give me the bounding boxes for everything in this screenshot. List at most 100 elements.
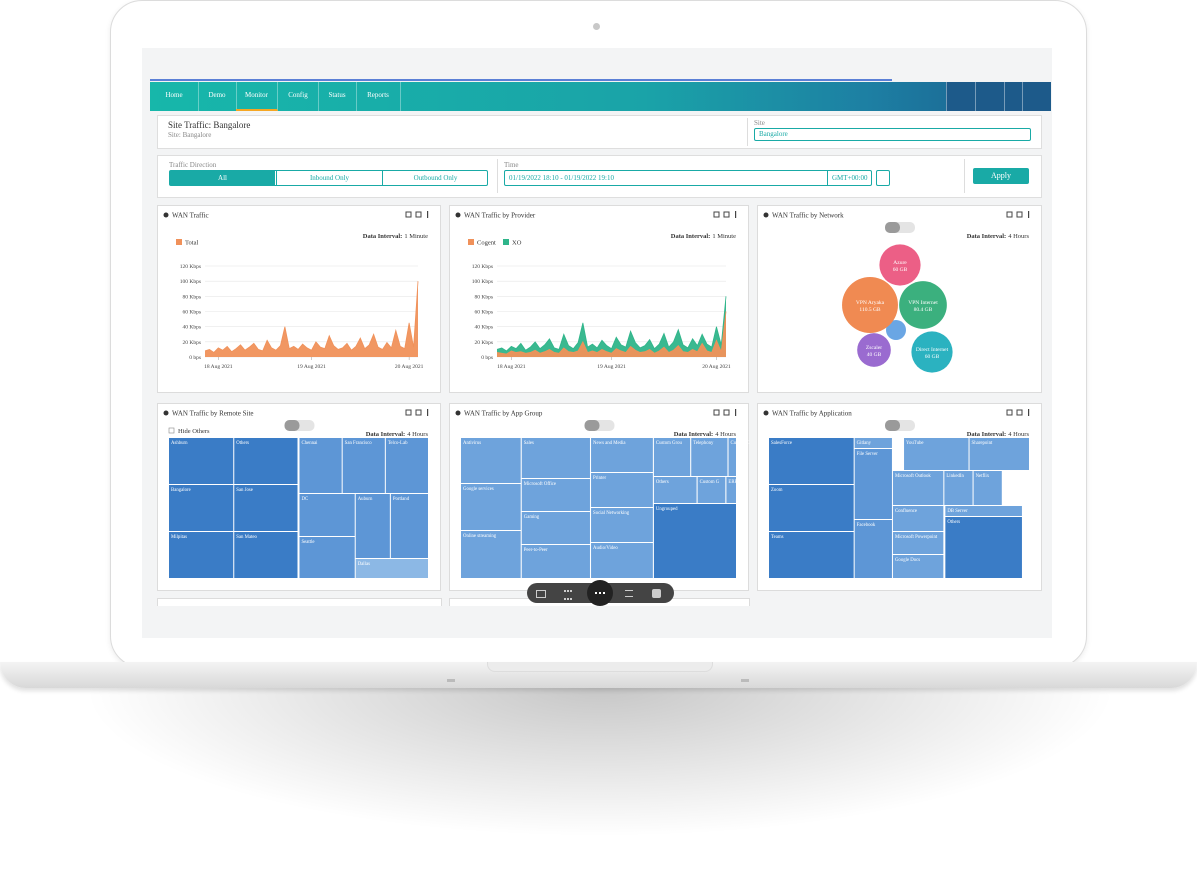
foot <box>447 679 455 682</box>
tile-label: ERP <box>728 480 737 485</box>
site-select[interactable]: Bangalore <box>754 128 1031 141</box>
area-line <box>496 311 727 355</box>
y-tick-label: 120 Kbps <box>472 264 493 270</box>
x-tick-label: 18 Aug 2021 <box>497 364 526 370</box>
bell-icon[interactable] <box>975 82 1004 111</box>
panel: WAN Traffic by App Group Data Interval: 4 … <box>449 403 750 591</box>
panel-title: WAN Traffic by Remote Site <box>172 410 254 418</box>
apply-button[interactable]: Apply <box>973 168 1029 184</box>
bubble <box>911 331 953 373</box>
bubble <box>886 320 906 340</box>
tile-label: Netflix <box>976 474 990 479</box>
area-line <box>496 296 727 352</box>
interval-value: 4 Hours <box>715 431 736 438</box>
bubble <box>857 333 891 367</box>
bubble-name: Direct Internet <box>916 347 949 353</box>
treemap-tile <box>973 471 1002 505</box>
nav-tab[interactable]: Demo <box>198 82 237 111</box>
star-icon <box>163 410 169 416</box>
treemap-tile <box>854 520 892 578</box>
time-input[interactable]: 01/19/2022 18:10 - 01/19/2022 19:10 GMT+… <box>504 170 872 186</box>
treemap-tile <box>299 494 355 536</box>
bubble <box>899 281 947 329</box>
direction-toggle: All Inbound Only Outbound Only <box>169 170 488 186</box>
x-tick-label: 19 Aug 2021 <box>297 364 326 370</box>
star-icon <box>455 410 461 416</box>
direction-option[interactable]: All <box>170 171 275 185</box>
tile-label: Zoom <box>771 488 783 493</box>
tile-label: Social Networking <box>593 511 630 516</box>
tile-label: Auburn <box>358 497 373 502</box>
interval-label: Data Interval: <box>967 233 1007 240</box>
tile-label: Telco-Lab <box>388 441 408 446</box>
interval: Data Interval: 4 Hours <box>366 431 429 438</box>
interval-value: 1 Minute <box>404 233 428 240</box>
legend-label: Cogent <box>477 240 496 247</box>
treemap-tile <box>521 438 590 478</box>
direction-option[interactable]: Inbound Only <box>276 171 382 185</box>
floating-toolbar <box>527 580 674 606</box>
legend-swatch <box>503 239 509 245</box>
treemap-tile <box>904 438 969 470</box>
tile-label: Chennai <box>302 441 319 446</box>
nav-bar: Home Demo Monitor Config Status Reports <box>150 82 1051 111</box>
checkbox <box>168 427 175 434</box>
bubble-value: 60 GB <box>893 267 908 273</box>
list-icon[interactable] <box>564 590 572 600</box>
treemap-tile <box>461 484 521 530</box>
tile-label: YouTube <box>906 441 923 446</box>
interval-value: 4 Hours <box>1008 233 1029 240</box>
direction-option[interactable]: Outbound Only <box>382 171 488 185</box>
bubble-name: Zscaler <box>866 345 882 351</box>
tile-label: Audio/Video <box>593 546 618 551</box>
view-toggle-active <box>284 420 300 431</box>
area-line <box>204 281 419 353</box>
more-icon <box>595 592 605 596</box>
y-tick-label: 0 bps <box>189 355 201 361</box>
nav-tab[interactable]: Status <box>318 82 357 111</box>
panel-title: WAN Traffic <box>172 212 209 220</box>
tile-label: DB Server <box>947 509 968 514</box>
panel-border <box>157 205 441 393</box>
reset-button[interactable] <box>876 170 890 186</box>
header-icon <box>723 409 730 416</box>
print-icon[interactable] <box>536 590 546 598</box>
bubble-name: VPN Aryaka <box>856 300 885 306</box>
tile-label: Printer <box>593 476 606 481</box>
tile-label: Ungrouped <box>656 507 678 512</box>
panel-title: WAN Traffic by Provider <box>464 212 536 220</box>
nav-tab[interactable]: Reports <box>356 82 401 111</box>
nav-tab[interactable]: Home <box>150 82 199 111</box>
header-icon <box>1016 211 1023 218</box>
treemap-tile <box>691 438 728 476</box>
interval: Data Interval: 4 Hours <box>967 431 1030 438</box>
nav-tab[interactable]: Monitor <box>236 82 278 111</box>
tile-label: Bangalore <box>171 488 191 493</box>
settings-icon[interactable] <box>1022 82 1051 111</box>
panel-title: WAN Traffic by Network <box>772 212 844 220</box>
treemap-tile <box>169 438 234 484</box>
y-tick-label: 80 Kbps <box>475 294 494 300</box>
tile-label: Ashburn <box>171 441 188 446</box>
swap-icon[interactable] <box>625 590 633 597</box>
tile-label: Milpitas <box>171 535 187 540</box>
header-icon <box>415 211 422 218</box>
treemap-tile <box>969 438 1029 470</box>
nav-tab[interactable]: Config <box>278 82 319 111</box>
treemap-tile <box>234 532 298 578</box>
header-icon <box>405 211 412 218</box>
menu-icon <box>735 211 737 218</box>
treemap-tile <box>355 559 428 578</box>
interval-value: 4 Hours <box>407 431 428 438</box>
treemap-tile <box>591 543 653 578</box>
treemap-tile <box>945 517 1022 578</box>
time-label: Time <box>504 161 519 169</box>
top-bar <box>150 79 892 81</box>
y-tick-label: 60 Kbps <box>183 310 202 316</box>
tile-label: Gaming <box>524 515 540 520</box>
widget-icon[interactable] <box>652 589 661 598</box>
treemap-tile <box>892 555 944 578</box>
globe-icon[interactable] <box>946 82 975 111</box>
star-icon <box>163 212 169 218</box>
x-tick-label: 18 Aug 2021 <box>204 364 233 370</box>
